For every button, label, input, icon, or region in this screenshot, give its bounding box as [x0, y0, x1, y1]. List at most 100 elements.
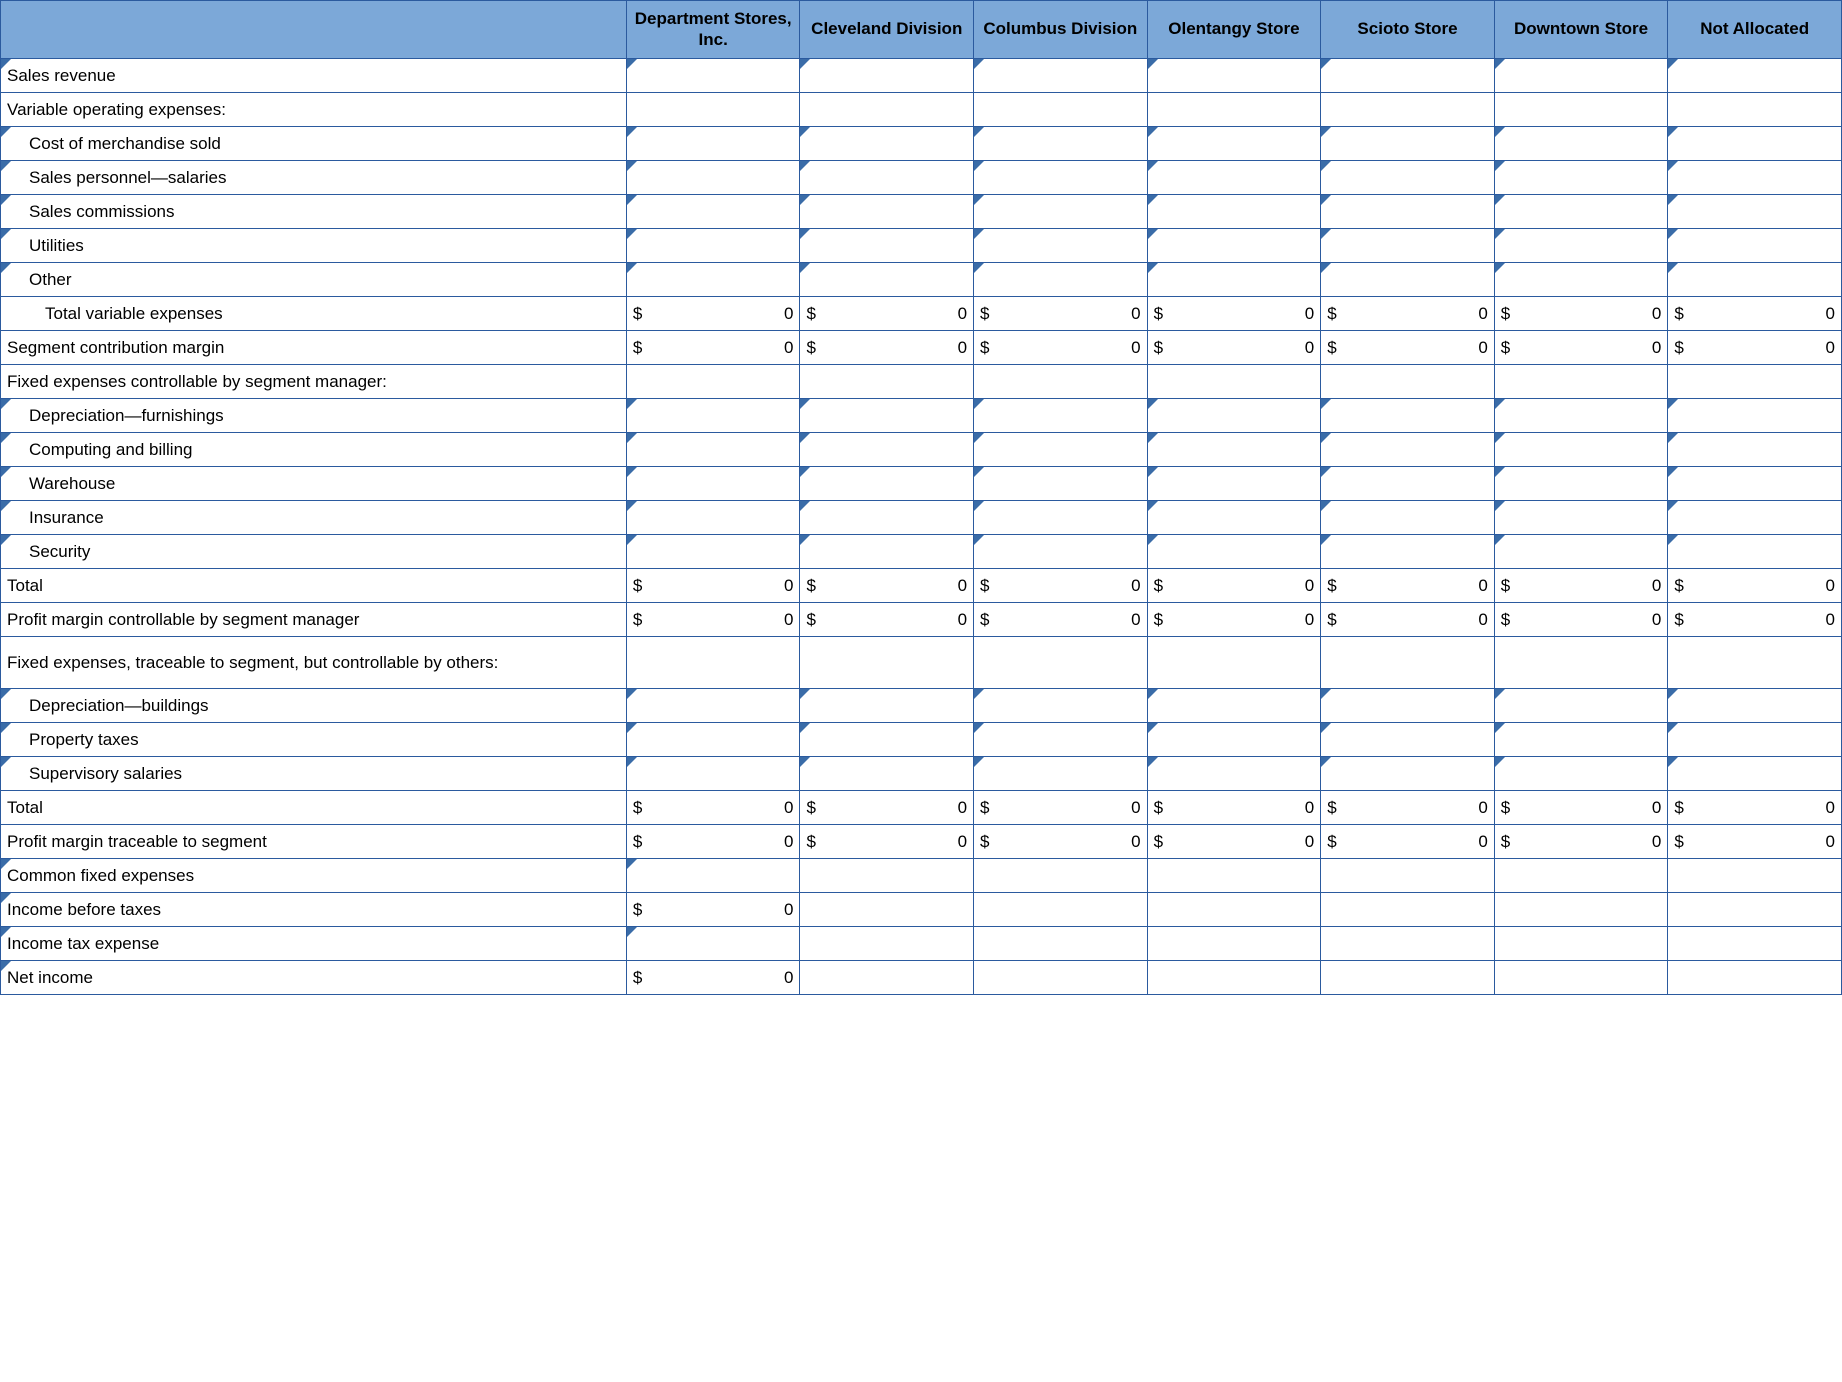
row-label[interactable]: Warehouse — [1, 467, 627, 501]
data-cell[interactable] — [1147, 689, 1321, 723]
data-cell[interactable] — [800, 127, 974, 161]
data-cell[interactable] — [1494, 535, 1668, 569]
row-label[interactable]: Utilities — [1, 229, 627, 263]
data-cell[interactable] — [974, 399, 1148, 433]
data-cell[interactable] — [1147, 195, 1321, 229]
data-cell[interactable] — [800, 535, 974, 569]
data-cell[interactable] — [974, 59, 1148, 93]
data-cell[interactable] — [626, 229, 800, 263]
row-label[interactable]: Depreciation—furnishings — [1, 399, 627, 433]
data-cell[interactable] — [974, 433, 1148, 467]
data-cell[interactable] — [974, 161, 1148, 195]
data-cell[interactable] — [1321, 195, 1495, 229]
data-cell[interactable] — [1321, 263, 1495, 297]
data-cell[interactable] — [1494, 59, 1668, 93]
data-cell[interactable] — [1147, 433, 1321, 467]
data-cell[interactable] — [626, 723, 800, 757]
data-cell[interactable] — [1147, 535, 1321, 569]
data-cell[interactable] — [1321, 399, 1495, 433]
data-cell[interactable] — [626, 689, 800, 723]
data-cell[interactable] — [1147, 229, 1321, 263]
data-cell[interactable] — [800, 723, 974, 757]
data-cell[interactable] — [1668, 127, 1842, 161]
data-cell[interactable] — [800, 229, 974, 263]
data-cell[interactable] — [1668, 195, 1842, 229]
data-cell[interactable] — [1494, 229, 1668, 263]
data-cell[interactable] — [1321, 535, 1495, 569]
data-cell[interactable] — [1668, 501, 1842, 535]
data-cell[interactable] — [626, 59, 800, 93]
row-label[interactable]: Income tax expense — [1, 927, 627, 961]
data-cell[interactable] — [1668, 263, 1842, 297]
data-cell[interactable] — [1147, 59, 1321, 93]
data-cell[interactable] — [626, 195, 800, 229]
data-cell[interactable] — [626, 127, 800, 161]
data-cell[interactable] — [1494, 501, 1668, 535]
data-cell[interactable] — [1321, 467, 1495, 501]
data-cell[interactable] — [974, 229, 1148, 263]
data-cell[interactable] — [1321, 161, 1495, 195]
data-cell[interactable] — [974, 127, 1148, 161]
data-cell[interactable] — [1494, 161, 1668, 195]
data-cell[interactable] — [1147, 263, 1321, 297]
data-cell[interactable] — [974, 723, 1148, 757]
data-cell[interactable] — [1668, 689, 1842, 723]
data-cell[interactable] — [626, 535, 800, 569]
data-cell[interactable] — [1147, 127, 1321, 161]
data-cell[interactable] — [626, 399, 800, 433]
data-cell[interactable] — [1494, 723, 1668, 757]
data-cell[interactable] — [974, 535, 1148, 569]
data-cell[interactable] — [800, 757, 974, 791]
row-label[interactable]: Depreciation—buildings — [1, 689, 627, 723]
data-cell[interactable] — [800, 263, 974, 297]
data-cell[interactable] — [1668, 535, 1842, 569]
row-label[interactable]: Common fixed expenses — [1, 859, 627, 893]
data-cell[interactable] — [974, 501, 1148, 535]
data-cell[interactable] — [1147, 399, 1321, 433]
data-cell[interactable] — [1668, 59, 1842, 93]
data-cell[interactable] — [1494, 399, 1668, 433]
data-cell[interactable] — [626, 501, 800, 535]
data-cell[interactable] — [626, 927, 800, 961]
row-label[interactable]: Insurance — [1, 501, 627, 535]
row-label[interactable]: Supervisory salaries — [1, 757, 627, 791]
data-cell[interactable] — [1668, 229, 1842, 263]
data-cell[interactable] — [626, 467, 800, 501]
data-cell[interactable] — [800, 689, 974, 723]
data-cell[interactable] — [626, 263, 800, 297]
data-cell[interactable] — [974, 195, 1148, 229]
data-cell[interactable] — [1668, 723, 1842, 757]
data-cell[interactable] — [1321, 59, 1495, 93]
data-cell[interactable] — [974, 689, 1148, 723]
data-cell[interactable] — [1147, 501, 1321, 535]
data-cell[interactable] — [1494, 195, 1668, 229]
data-cell[interactable] — [1494, 689, 1668, 723]
data-cell[interactable] — [626, 161, 800, 195]
row-label[interactable]: Net income — [1, 961, 627, 995]
row-label[interactable]: Computing and billing — [1, 433, 627, 467]
data-cell[interactable] — [800, 433, 974, 467]
data-cell[interactable] — [800, 501, 974, 535]
data-cell[interactable] — [1321, 127, 1495, 161]
row-label[interactable]: Income before taxes — [1, 893, 627, 927]
data-cell[interactable] — [974, 467, 1148, 501]
data-cell[interactable] — [1668, 467, 1842, 501]
row-label[interactable]: Property taxes — [1, 723, 627, 757]
row-label[interactable]: Security — [1, 535, 627, 569]
data-cell[interactable] — [1321, 723, 1495, 757]
data-cell[interactable] — [1321, 433, 1495, 467]
data-cell[interactable] — [1494, 757, 1668, 791]
data-cell[interactable] — [800, 161, 974, 195]
data-cell[interactable] — [1494, 263, 1668, 297]
data-cell[interactable] — [1147, 723, 1321, 757]
data-cell[interactable] — [1321, 501, 1495, 535]
row-label[interactable]: Sales revenue — [1, 59, 627, 93]
data-cell[interactable] — [1494, 433, 1668, 467]
data-cell[interactable] — [1668, 161, 1842, 195]
row-label[interactable]: Other — [1, 263, 627, 297]
data-cell[interactable] — [1668, 433, 1842, 467]
data-cell[interactable] — [1668, 757, 1842, 791]
data-cell[interactable] — [1494, 467, 1668, 501]
data-cell[interactable] — [1494, 127, 1668, 161]
row-label[interactable]: Cost of merchandise sold — [1, 127, 627, 161]
